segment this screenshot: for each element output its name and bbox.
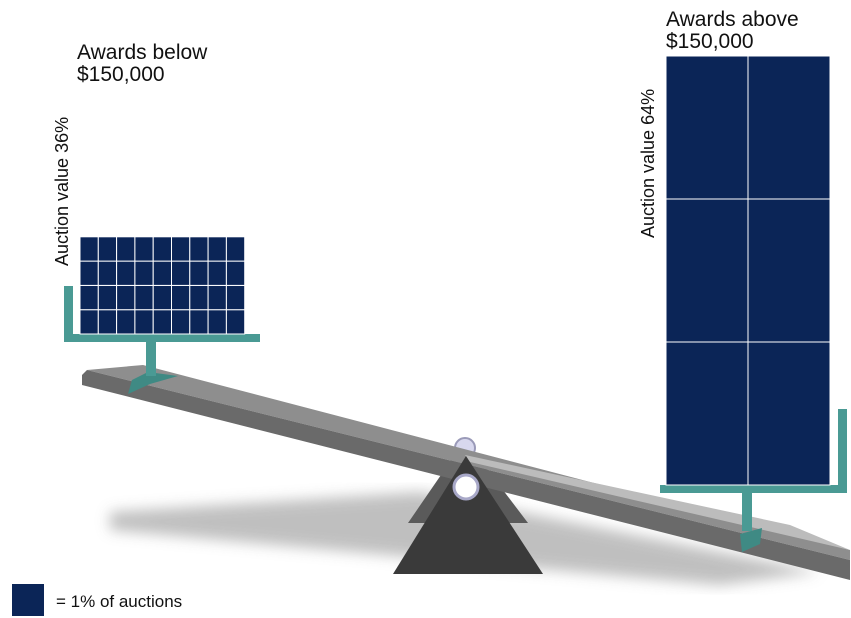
unit-block [189, 309, 209, 335]
unit-block [225, 236, 246, 262]
unit-block [116, 236, 136, 262]
unit-block [225, 309, 246, 335]
right-group-side-label: Auction value 64% [638, 88, 658, 238]
unit-block [116, 309, 136, 335]
unit-block [134, 236, 154, 262]
unit-block [189, 260, 209, 286]
left-tray-floor [64, 334, 260, 342]
right-block-stack [665, 55, 831, 486]
unit-block [665, 198, 749, 343]
unit-block [747, 55, 831, 200]
legend-label: = 1% of auctions [56, 592, 183, 611]
unit-block [116, 284, 136, 311]
unit-block [207, 260, 227, 286]
unit-block [79, 309, 99, 335]
fulcrum-pin [452, 473, 480, 501]
unit-block [189, 284, 209, 311]
unit-block [207, 284, 227, 311]
unit-block [189, 236, 209, 262]
unit-block [97, 236, 118, 262]
unit-block [665, 341, 749, 486]
left-tray-back [64, 286, 73, 340]
left-tray-post [146, 340, 156, 376]
unit-block [207, 309, 227, 335]
legend-swatch [12, 584, 44, 616]
right-tray-floor [660, 485, 847, 493]
seesaw-beam-top-right [465, 455, 850, 550]
unit-block [97, 260, 118, 286]
unit-block [207, 236, 227, 262]
right-group-title-line2: $150,000 [666, 30, 754, 53]
unit-block [747, 198, 831, 343]
left-group-title-line2: $150,000 [77, 63, 165, 86]
unit-block [79, 260, 99, 286]
fulcrum [393, 456, 543, 574]
unit-block [152, 260, 172, 286]
unit-block [134, 309, 154, 335]
unit-block [152, 236, 172, 262]
unit-block [97, 284, 118, 311]
unit-block [171, 260, 191, 286]
left-group-title-line1: Awards below [77, 41, 208, 64]
left-group-side-label: Auction value 36% [52, 116, 72, 266]
unit-block [97, 309, 118, 335]
right-stand-base [740, 528, 762, 552]
unit-block [79, 284, 99, 311]
unit-block [171, 236, 191, 262]
right-tray-post [742, 491, 752, 531]
unit-block [134, 284, 154, 311]
unit-block [134, 260, 154, 286]
unit-block [665, 55, 749, 200]
unit-block [116, 260, 136, 286]
unit-block [152, 309, 172, 335]
unit-block [747, 341, 831, 486]
right-group-title-line1: Awards above [666, 8, 799, 31]
unit-block [225, 284, 246, 311]
unit-block [79, 236, 99, 262]
unit-block [171, 284, 191, 311]
unit-block [225, 260, 246, 286]
left-block-stack [79, 236, 246, 335]
unit-block [171, 309, 191, 335]
right-tray-back [838, 409, 847, 491]
left-stand-base [128, 372, 178, 394]
unit-block [152, 284, 172, 311]
